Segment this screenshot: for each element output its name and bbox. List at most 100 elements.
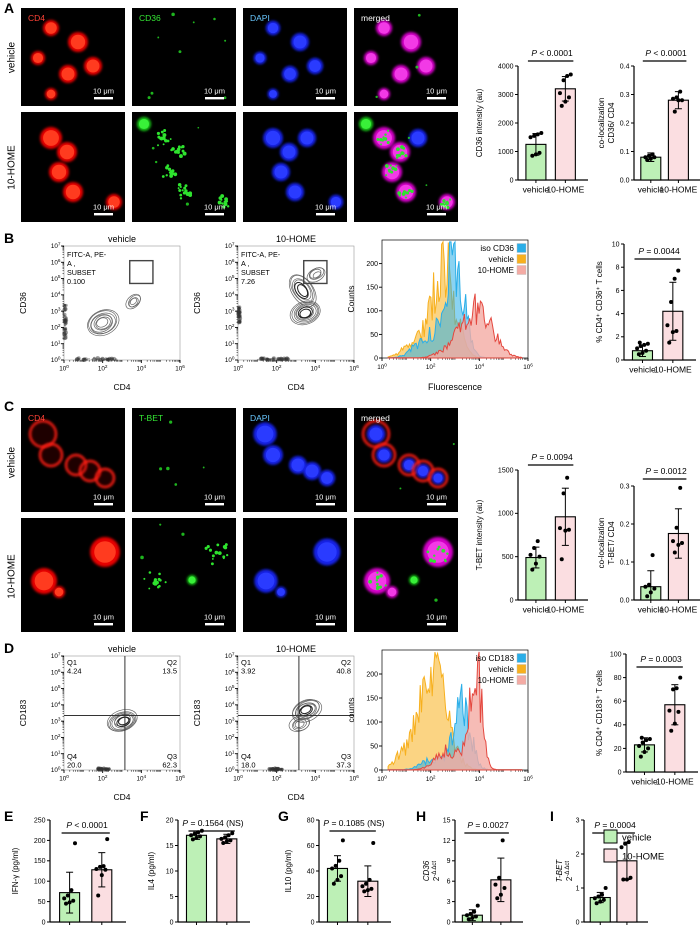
svg-text:106: 106 [523,362,533,371]
svg-text:9: 9 [447,858,451,865]
svg-text:10-HOME: 10-HOME [546,605,584,615]
svg-text:7.26: 7.26 [241,277,255,286]
svg-text:2: 2 [616,334,620,341]
svg-text:P < 0.0001: P < 0.0001 [66,820,108,830]
svg-text:3: 3 [576,817,580,824]
svg-text:P = 0.0044: P = 0.0044 [638,246,680,256]
svg-text:15: 15 [166,843,174,850]
svg-text:0: 0 [576,919,580,926]
svg-text:vehicle: vehicle [622,833,652,844]
svg-text:Fluorescence: Fluorescence [428,382,482,392]
svg-text:CD36: CD36 [139,13,161,23]
svg-text:3: 3 [447,899,451,906]
panel-label-c: C [4,398,15,414]
micro-tile-green: 10 μm [132,112,236,222]
svg-text:0.2: 0.2 [620,521,630,528]
svg-text:10 μm: 10 μm [93,203,114,212]
svg-text:100: 100 [225,356,235,365]
svg-text:10-HOME: 10-HOME [478,676,515,685]
svg-text:107: 107 [225,652,235,661]
svg-text:CD183: CD183 [18,700,28,727]
svg-text:106: 106 [175,774,185,783]
svg-text:vehicle: vehicle [489,255,515,264]
svg-text:104: 104 [225,290,235,299]
micro-tile-green: 10 μm CD36 [132,8,236,106]
svg-text:10: 10 [612,241,620,248]
chart-C_tbet_intensity: 0 500 1000 1500 vehicle 10-HOME P = 0.0094 T-BE… [474,446,596,634]
svg-text:vehicle: vehicle [631,777,658,787]
chart-I_tbet: 0 1 2 3 P = 0.0004 T-BET 2-Δ Δct [554,812,658,934]
svg-text:Q4: Q4 [67,752,77,761]
svg-text:104: 104 [475,362,485,371]
micro-tile-red: 10 μm CD4 [21,8,125,106]
svg-text:150: 150 [366,285,378,292]
micro-tile-green: 10 μm [132,518,236,632]
svg-text:P = 0.0004: P = 0.0004 [594,820,636,830]
svg-text:10 μm: 10 μm [315,613,336,622]
svg-text:% CD4⁺ CD36⁺ T cells: % CD4⁺ CD36⁺ T cells [595,261,604,343]
svg-text:CD36: CD36 [18,292,28,314]
svg-text:10 μm: 10 μm [93,87,114,96]
svg-text:CD36 intensity (au): CD36 intensity (au) [475,88,484,157]
svg-text:50: 50 [370,743,378,750]
svg-text:107: 107 [225,242,235,251]
svg-text:0: 0 [510,177,514,184]
svg-text:P = 0.1085 (NS): P = 0.1085 (NS) [323,818,384,828]
svg-text:250: 250 [34,817,46,824]
svg-text:106: 106 [175,364,185,373]
svg-text:6: 6 [447,879,451,886]
svg-text:IFN-γ (pg/ml): IFN-γ (pg/ml) [11,847,20,894]
svg-text:0: 0 [170,919,174,926]
svg-text:vehicle: vehicle [523,605,550,615]
svg-text:100: 100 [51,766,61,775]
svg-text:1000: 1000 [498,511,514,518]
svg-text:107: 107 [51,652,61,661]
svg-text:vehicle: vehicle [489,665,515,674]
svg-text:merged: merged [361,13,390,23]
svg-text:100: 100 [233,364,243,373]
svg-text:10-HOME: 10-HOME [654,365,692,375]
svg-text:102: 102 [426,362,436,371]
micro-tile-red: 10 μm [21,112,125,222]
svg-text:15: 15 [443,817,451,824]
svg-text:10 μm: 10 μm [204,613,225,622]
svg-text:10-HOME: 10-HOME [478,266,515,275]
flow-plot-vehicle: vehicle 100 101 102 103 104 105 106 107 100 102 104… [18,232,188,392]
svg-text:vehicle: vehicle [629,365,656,375]
svg-text:10-HOME: 10-HOME [276,644,316,654]
micro-tile-merged: 10 μm [354,112,458,222]
svg-text:100: 100 [59,774,69,783]
svg-text:20: 20 [614,746,622,753]
svg-text:CD4: CD4 [287,382,304,392]
micro-tile-blue: 10 μm [243,518,347,632]
svg-text:103: 103 [225,717,235,726]
svg-text:40.8: 40.8 [336,667,351,676]
svg-text:10 μm: 10 μm [426,493,447,502]
svg-text:Q3: Q3 [167,752,177,761]
svg-text:4.24: 4.24 [67,667,82,676]
svg-text:100: 100 [366,719,378,726]
panel-label-i: I [550,808,554,824]
svg-text:106: 106 [349,364,359,373]
svg-text:10 μm: 10 μm [426,203,447,212]
svg-text:20.0: 20.0 [67,761,82,770]
svg-text:2000: 2000 [498,120,514,127]
svg-text:100: 100 [51,356,61,365]
svg-text:5: 5 [170,894,174,901]
svg-text:105: 105 [225,274,235,283]
chart-D_pct: 0 20 40 60 80 100 vehicle 10-HOME P = 0.0003 % CD… [594,646,700,808]
svg-text:102: 102 [51,323,61,332]
svg-text:0: 0 [311,919,315,926]
svg-text:104: 104 [475,774,485,783]
svg-text:100: 100 [377,774,387,783]
svg-text:vehicle: vehicle [108,644,136,654]
svg-text:10 μm: 10 μm [204,87,225,96]
svg-text:104: 104 [225,700,235,709]
svg-text:vehicle: vehicle [108,234,136,244]
svg-text:18.0: 18.0 [241,761,256,770]
svg-text:0.2: 0.2 [620,120,630,127]
svg-text:150: 150 [366,695,378,702]
svg-text:CD4: CD4 [28,13,45,23]
panel-label-b: B [4,230,15,246]
svg-text:10 μm: 10 μm [204,203,225,212]
